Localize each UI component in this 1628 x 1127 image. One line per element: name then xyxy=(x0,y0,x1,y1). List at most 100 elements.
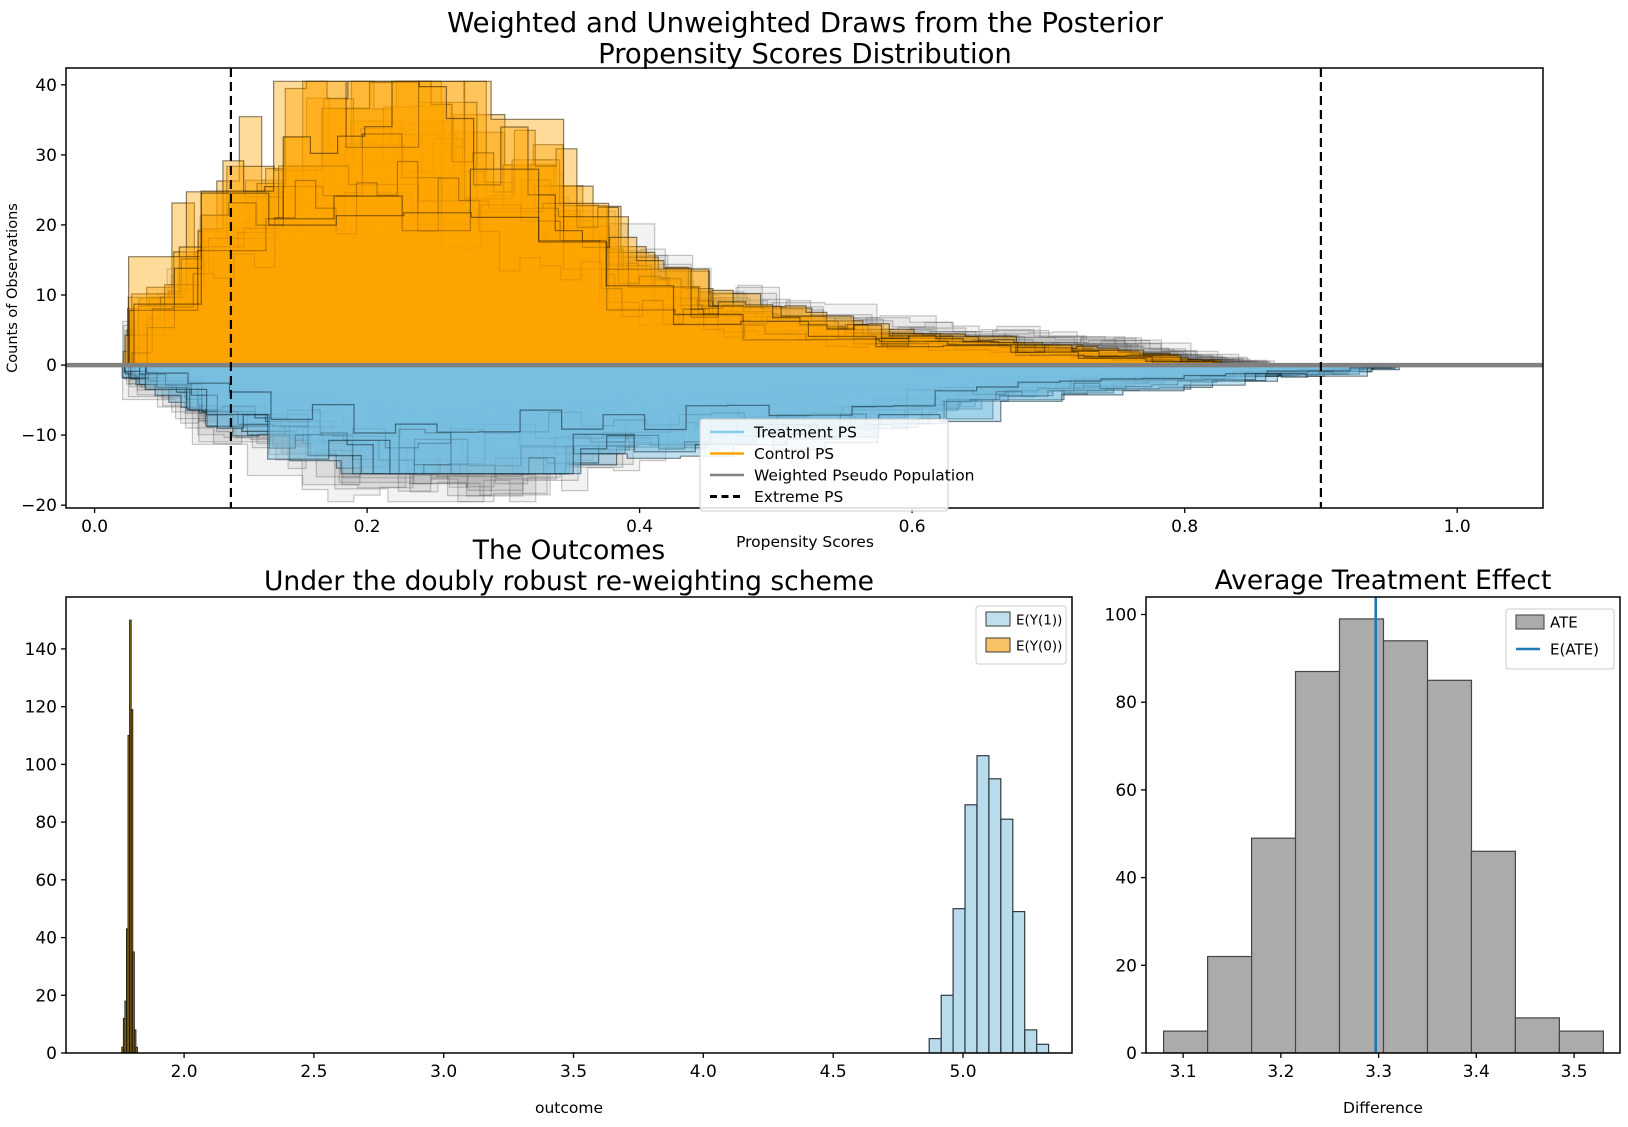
draws-area xyxy=(66,68,1543,508)
bar xyxy=(1426,679,1473,1053)
histogram-draw-control xyxy=(133,192,1214,366)
y-tick-label: 120 xyxy=(25,698,57,718)
bar xyxy=(940,994,954,1053)
x-tick-label: 3.5 xyxy=(560,1062,587,1082)
x-tick-label: 3.5 xyxy=(1561,1062,1588,1082)
y-tick-label: 60 xyxy=(1115,781,1137,801)
outcomes-chart: 2.0 2.5 3.0 3.5 4.0 4.5 5.0 0 20 40 60 80 100 120 140 T… xyxy=(25,535,1073,1117)
legend-box xyxy=(699,418,949,512)
histogram-draw-control xyxy=(126,80,1206,366)
y-tick-label: 140 xyxy=(25,640,57,660)
outcomes-legend: E(Y(1)) E(Y(0)) xyxy=(975,605,1067,665)
y-tick-label: 40 xyxy=(1115,869,1137,889)
x-tick-label: 0.0 xyxy=(81,517,108,537)
bar xyxy=(135,1046,138,1053)
chart-subtitle: Propensity Scores Distribution xyxy=(598,38,1012,70)
y-tick-label: −20 xyxy=(21,496,57,516)
chart-title: The Outcomes xyxy=(472,535,665,566)
bar xyxy=(1558,1030,1605,1053)
axes-frame xyxy=(65,596,1073,1054)
y-tick-label: 80 xyxy=(35,813,57,833)
chart-title: Average Treatment Effect xyxy=(1215,565,1552,596)
y-tick-label: 60 xyxy=(35,871,57,891)
legend-item-label: E(ATE) xyxy=(1550,641,1599,659)
y-tick-label: 20 xyxy=(1115,956,1137,976)
bar xyxy=(1024,1029,1038,1053)
histogram-draw-treatment xyxy=(145,364,1393,434)
bar xyxy=(1162,1030,1209,1053)
y-tick-label: 80 xyxy=(1115,693,1137,713)
bar xyxy=(1036,1043,1050,1053)
y-tick-label: 0 xyxy=(1126,1044,1137,1064)
bar xyxy=(928,1037,942,1053)
bar xyxy=(1514,1017,1561,1053)
legend-item-label: Extreme PS xyxy=(754,488,843,506)
legend-item-label: E(Y(1)) xyxy=(1016,613,1062,629)
histogram-draw-treatment xyxy=(124,364,1348,425)
bars-area xyxy=(121,619,1050,1053)
legend-swatch xyxy=(985,637,1011,653)
y-tick-label: 40 xyxy=(35,929,57,949)
y-tick-label: 20 xyxy=(35,986,57,1006)
histogram-draw-treatment xyxy=(146,364,1399,435)
legend-swatch xyxy=(1515,614,1545,630)
legend-swatch xyxy=(985,611,1011,627)
ate-legend: ATE E(ATE) xyxy=(1505,608,1615,670)
chart-subtitle: Under the doubly robust re-weighting sch… xyxy=(264,566,874,597)
y-tick-label: 0 xyxy=(46,356,57,376)
bar xyxy=(1470,850,1517,1053)
bar xyxy=(132,951,135,1053)
x-tick-label: 2.0 xyxy=(171,1062,198,1082)
x-tick-label: 3.4 xyxy=(1463,1062,1490,1082)
histogram-draw-control xyxy=(128,80,1217,366)
y-axis-label: Counts of Observations xyxy=(5,203,21,373)
x-tick-label: 4.5 xyxy=(820,1062,847,1082)
x-tick-label: 3.1 xyxy=(1170,1062,1197,1082)
bar xyxy=(1294,670,1341,1053)
bar xyxy=(964,804,978,1053)
bar xyxy=(1206,955,1253,1053)
legend-item-label: E(Y(0)) xyxy=(1016,639,1062,655)
x-tick-label: 3.3 xyxy=(1365,1062,1392,1082)
histogram-draw-control xyxy=(147,188,1203,366)
x-tick-label: 0.6 xyxy=(899,517,926,537)
bar xyxy=(1250,837,1297,1053)
propensity-legend: Treatment PS Control PS Weighted Pseudo Po… xyxy=(699,418,975,512)
bar xyxy=(1012,910,1026,1053)
bar xyxy=(133,1029,137,1053)
propensity-chart: 0.0 0.2 0.4 0.6 0.8 1.0 −20 −10 0 10 20 30 40 Weighte… xyxy=(5,7,1544,551)
bar xyxy=(1382,640,1429,1053)
histogram-draw-weighted xyxy=(144,233,1270,366)
chart-title: Weighted and Unweighted Draws from the P… xyxy=(447,7,1164,39)
x-tick-label: 5.0 xyxy=(949,1062,976,1082)
bar xyxy=(976,755,990,1053)
histogram-draw-control xyxy=(146,80,1209,366)
histogram-draw-treatment xyxy=(147,364,972,429)
y-tick-label: 40 xyxy=(35,76,57,96)
x-tick-label: 3.2 xyxy=(1267,1062,1294,1082)
histogram-draw-control xyxy=(131,160,1195,366)
y-tick-label: 30 xyxy=(35,146,57,166)
legend-item-label: ATE xyxy=(1550,614,1578,632)
axes-frame xyxy=(1145,596,1621,1054)
x-tick-label: 4.0 xyxy=(690,1062,717,1082)
x-tick-label: 3.0 xyxy=(430,1062,457,1082)
y-tick-label: −10 xyxy=(21,426,57,446)
x-tick-label: 0.2 xyxy=(354,517,381,537)
legend-item-label: Treatment PS xyxy=(753,424,857,442)
bar xyxy=(1000,818,1014,1053)
x-axis-label: Propensity Scores xyxy=(736,533,874,551)
ate-chart: 3.1 3.2 3.3 3.4 3.5 0 20 40 60 80 100 Average Treat… xyxy=(1105,565,1621,1117)
histogram-draw-treatment xyxy=(127,364,1328,420)
bars-area xyxy=(1162,597,1605,1053)
histogram-draw-control xyxy=(138,108,1218,366)
y-tick-label: 100 xyxy=(25,755,57,775)
x-tick-label: 2.5 xyxy=(300,1062,327,1082)
x-axis-label: outcome xyxy=(535,1099,603,1117)
x-tick-label: 0.8 xyxy=(1171,517,1198,537)
x-tick-label: 1.0 xyxy=(1444,517,1471,537)
x-tick-label: 0.4 xyxy=(626,517,653,537)
y-tick-label: 0 xyxy=(46,1044,57,1064)
legend-item-label: Control PS xyxy=(754,445,834,463)
